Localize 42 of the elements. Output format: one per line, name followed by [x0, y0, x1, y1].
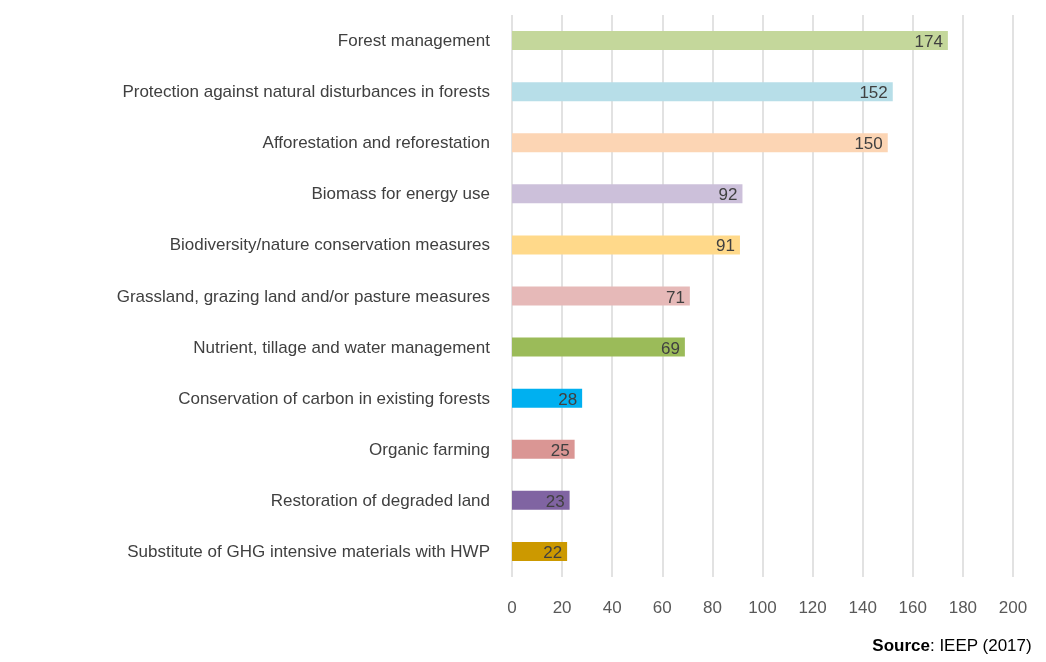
y-tick-label: Nutrient, tillage and water management — [193, 337, 491, 357]
y-tick-label: Biomass for energy use — [311, 184, 490, 204]
source-note: Source: IEEP (2017) — [872, 636, 1032, 655]
x-tick-label: 60 — [652, 598, 672, 617]
bar — [512, 184, 743, 204]
bar — [512, 235, 740, 255]
y-tick-label: Conservation of carbon in existing forests — [178, 388, 490, 408]
x-tick-label: 80 — [702, 598, 722, 617]
data-label: 152 — [859, 83, 888, 103]
x-tick-label: 120 — [798, 598, 827, 617]
x-tick-label: 200 — [998, 598, 1028, 617]
bar — [512, 439, 575, 459]
data-label: 23 — [545, 491, 565, 511]
x-tick-label: 180 — [948, 598, 978, 617]
bar — [512, 337, 685, 357]
x-tick-label: 0 — [507, 598, 517, 617]
data-label: 69 — [660, 338, 680, 358]
x-tick-label: 140 — [848, 598, 877, 617]
y-tick-label: Substitute of GHG intensive materials with HWP — [127, 541, 490, 561]
y-tick-label: Protection against natural disturbances in forests — [122, 82, 490, 102]
x-tick-label: 160 — [898, 598, 927, 617]
y-tick-label: Biodiversity/nature conservation measures — [169, 235, 490, 255]
data-label: 71 — [665, 287, 685, 307]
y-tick-label: Organic farming — [369, 439, 490, 459]
x-tick-label: 40 — [602, 598, 622, 617]
data-label: 28 — [558, 389, 578, 409]
y-tick-label: Forest management — [337, 31, 491, 51]
y-tick-label: Grassland, grazing land and/or pasture measures — [116, 286, 490, 306]
bar — [512, 31, 948, 51]
y-tick-label: Restoration of degraded land — [270, 490, 490, 510]
bar — [512, 82, 893, 102]
data-label: 25 — [550, 440, 570, 460]
y-tick-label: Afforestation and reforestation — [262, 133, 490, 153]
data-label: 91 — [716, 236, 735, 256]
data-label: 174 — [914, 32, 943, 52]
data-label: 92 — [718, 185, 738, 205]
bar — [512, 133, 888, 153]
bar — [512, 286, 690, 306]
data-label: 22 — [543, 542, 563, 562]
data-label: 150 — [854, 134, 883, 154]
x-tick-label: 20 — [552, 598, 572, 617]
x-tick-label: 100 — [748, 598, 777, 617]
